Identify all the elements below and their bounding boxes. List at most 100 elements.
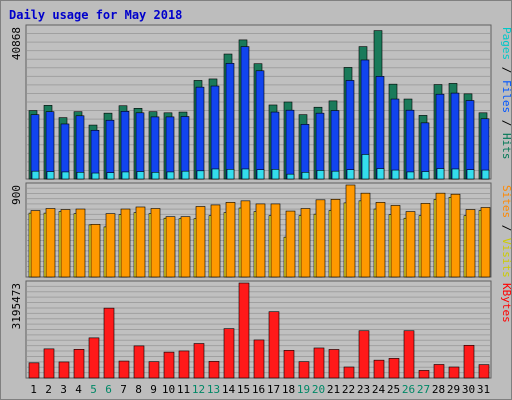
bar-pages-day-28	[436, 168, 445, 180]
bar-sites-day-10	[165, 216, 176, 278]
axis-max-label-pages-files-hits: 40868	[10, 27, 23, 60]
bar-kbytes-day-4	[73, 349, 85, 379]
bar-pages-day-21	[331, 170, 340, 180]
day-label: 3	[60, 383, 67, 396]
bar-files-day-22	[345, 80, 355, 180]
day-label: 7	[120, 383, 127, 396]
bar-sites-day-14	[225, 202, 236, 278]
bar-kbytes-day-13	[208, 361, 220, 379]
bar-pages-day-1	[31, 170, 40, 180]
bar-files-day-5	[90, 129, 100, 180]
bar-pages-day-25	[391, 169, 400, 180]
day-label: 9	[150, 383, 157, 396]
panel-pages-files-hits: 40868 Pages / Files / Hits	[10, 24, 511, 180]
bar-kbytes-day-19	[298, 361, 310, 379]
bar-pages-day-8	[136, 171, 145, 180]
bar-kbytes-day-22	[343, 366, 355, 379]
bar-files-day-15	[240, 46, 250, 180]
day-label: 24	[372, 383, 386, 396]
day-label: 15	[237, 383, 250, 396]
axis-max-label-kbytes: 3195473	[10, 283, 23, 329]
bar-files-day-9	[150, 116, 160, 180]
bar-sites-day-9	[150, 208, 161, 278]
bar-kbytes-day-1	[28, 362, 40, 379]
bar-sites-day-5	[90, 224, 101, 278]
bar-files-day-25	[390, 98, 400, 180]
bar-kbytes-day-18	[283, 350, 295, 379]
bar-sites-day-29	[450, 193, 461, 278]
bar-sites-day-13	[210, 204, 221, 278]
bar-files-day-24	[375, 76, 385, 180]
day-label: 20	[312, 383, 325, 396]
bar-kbytes-day-25	[388, 358, 400, 379]
bar-sites-day-4	[75, 208, 86, 278]
bar-sites-day-7	[120, 208, 131, 278]
panel-kbytes: 3195473 KBytes	[10, 280, 511, 379]
bar-sites-day-25	[390, 205, 401, 278]
bar-kbytes-day-12	[193, 343, 205, 379]
bar-files-day-18	[285, 109, 295, 180]
day-label: 4	[75, 383, 82, 396]
bar-kbytes-day-3	[58, 361, 70, 379]
bar-files-day-26	[405, 109, 415, 180]
bar-files-day-29	[450, 92, 460, 180]
day-label: 29	[447, 383, 460, 396]
side-label-segment: /	[500, 218, 511, 238]
bar-files-day-13	[210, 85, 220, 180]
bar-pages-day-15	[241, 168, 250, 180]
bar-sites-day-18	[285, 210, 296, 278]
bar-files-day-11	[180, 116, 190, 180]
bar-sites-day-2	[45, 208, 56, 278]
bar-kbytes-day-8	[133, 345, 145, 379]
bar-files-day-6	[105, 119, 115, 180]
day-label: 18	[282, 383, 295, 396]
bar-kbytes-day-29	[448, 366, 460, 379]
bar-sites-day-8	[135, 206, 146, 278]
side-label-segment: Files	[500, 80, 511, 113]
day-label: 23	[357, 383, 370, 396]
side-label-sites-visits: Sites / Visits	[500, 185, 511, 278]
bar-pages-day-20	[316, 170, 325, 180]
bar-kbytes-day-16	[253, 339, 265, 379]
day-label: 8	[135, 383, 142, 396]
day-label: 13	[207, 383, 220, 396]
side-label-segment: Pages	[500, 27, 511, 60]
bar-sites-day-12	[195, 206, 206, 278]
bar-sites-day-31	[480, 207, 491, 278]
bar-pages-day-6	[106, 172, 115, 180]
bar-files-day-28	[435, 93, 445, 180]
bar-pages-day-22	[346, 169, 355, 180]
bar-pages-day-19	[301, 172, 310, 180]
bar-sites-day-23	[360, 192, 371, 278]
bar-files-day-20	[315, 112, 325, 180]
bar-pages-day-7	[121, 171, 130, 180]
bar-files-day-7	[120, 111, 130, 180]
day-label: 21	[327, 383, 340, 396]
bar-pages-day-29	[451, 168, 460, 180]
bar-kbytes-day-2	[43, 348, 55, 379]
bar-pages-day-10	[166, 171, 175, 180]
chart-title: Daily usage for May 2018	[9, 8, 182, 22]
day-label: 26	[402, 383, 415, 396]
bar-files-day-12	[195, 86, 205, 180]
day-label: 25	[387, 383, 400, 396]
day-label: 17	[267, 383, 280, 396]
bar-kbytes-day-26	[403, 330, 415, 379]
bar-files-day-3	[60, 123, 70, 180]
bar-files-day-1	[30, 114, 40, 180]
bar-sites-day-17	[270, 203, 281, 278]
day-label: 12	[192, 383, 205, 396]
bar-kbytes-day-14	[223, 328, 235, 379]
axis-max-label-sites-visits: 900	[10, 185, 23, 205]
day-label: 22	[342, 383, 355, 396]
bar-sites-day-6	[105, 213, 116, 278]
panel-sites-visits: 900 Sites / Visits	[10, 182, 511, 278]
bar-pages-day-24	[376, 168, 385, 180]
bar-pages-day-23	[361, 154, 370, 180]
bar-kbytes-day-9	[148, 361, 160, 379]
day-label: 10	[162, 383, 175, 396]
day-label: 11	[177, 383, 190, 396]
day-label: 31	[477, 383, 490, 396]
bar-kbytes-day-28	[433, 364, 445, 379]
